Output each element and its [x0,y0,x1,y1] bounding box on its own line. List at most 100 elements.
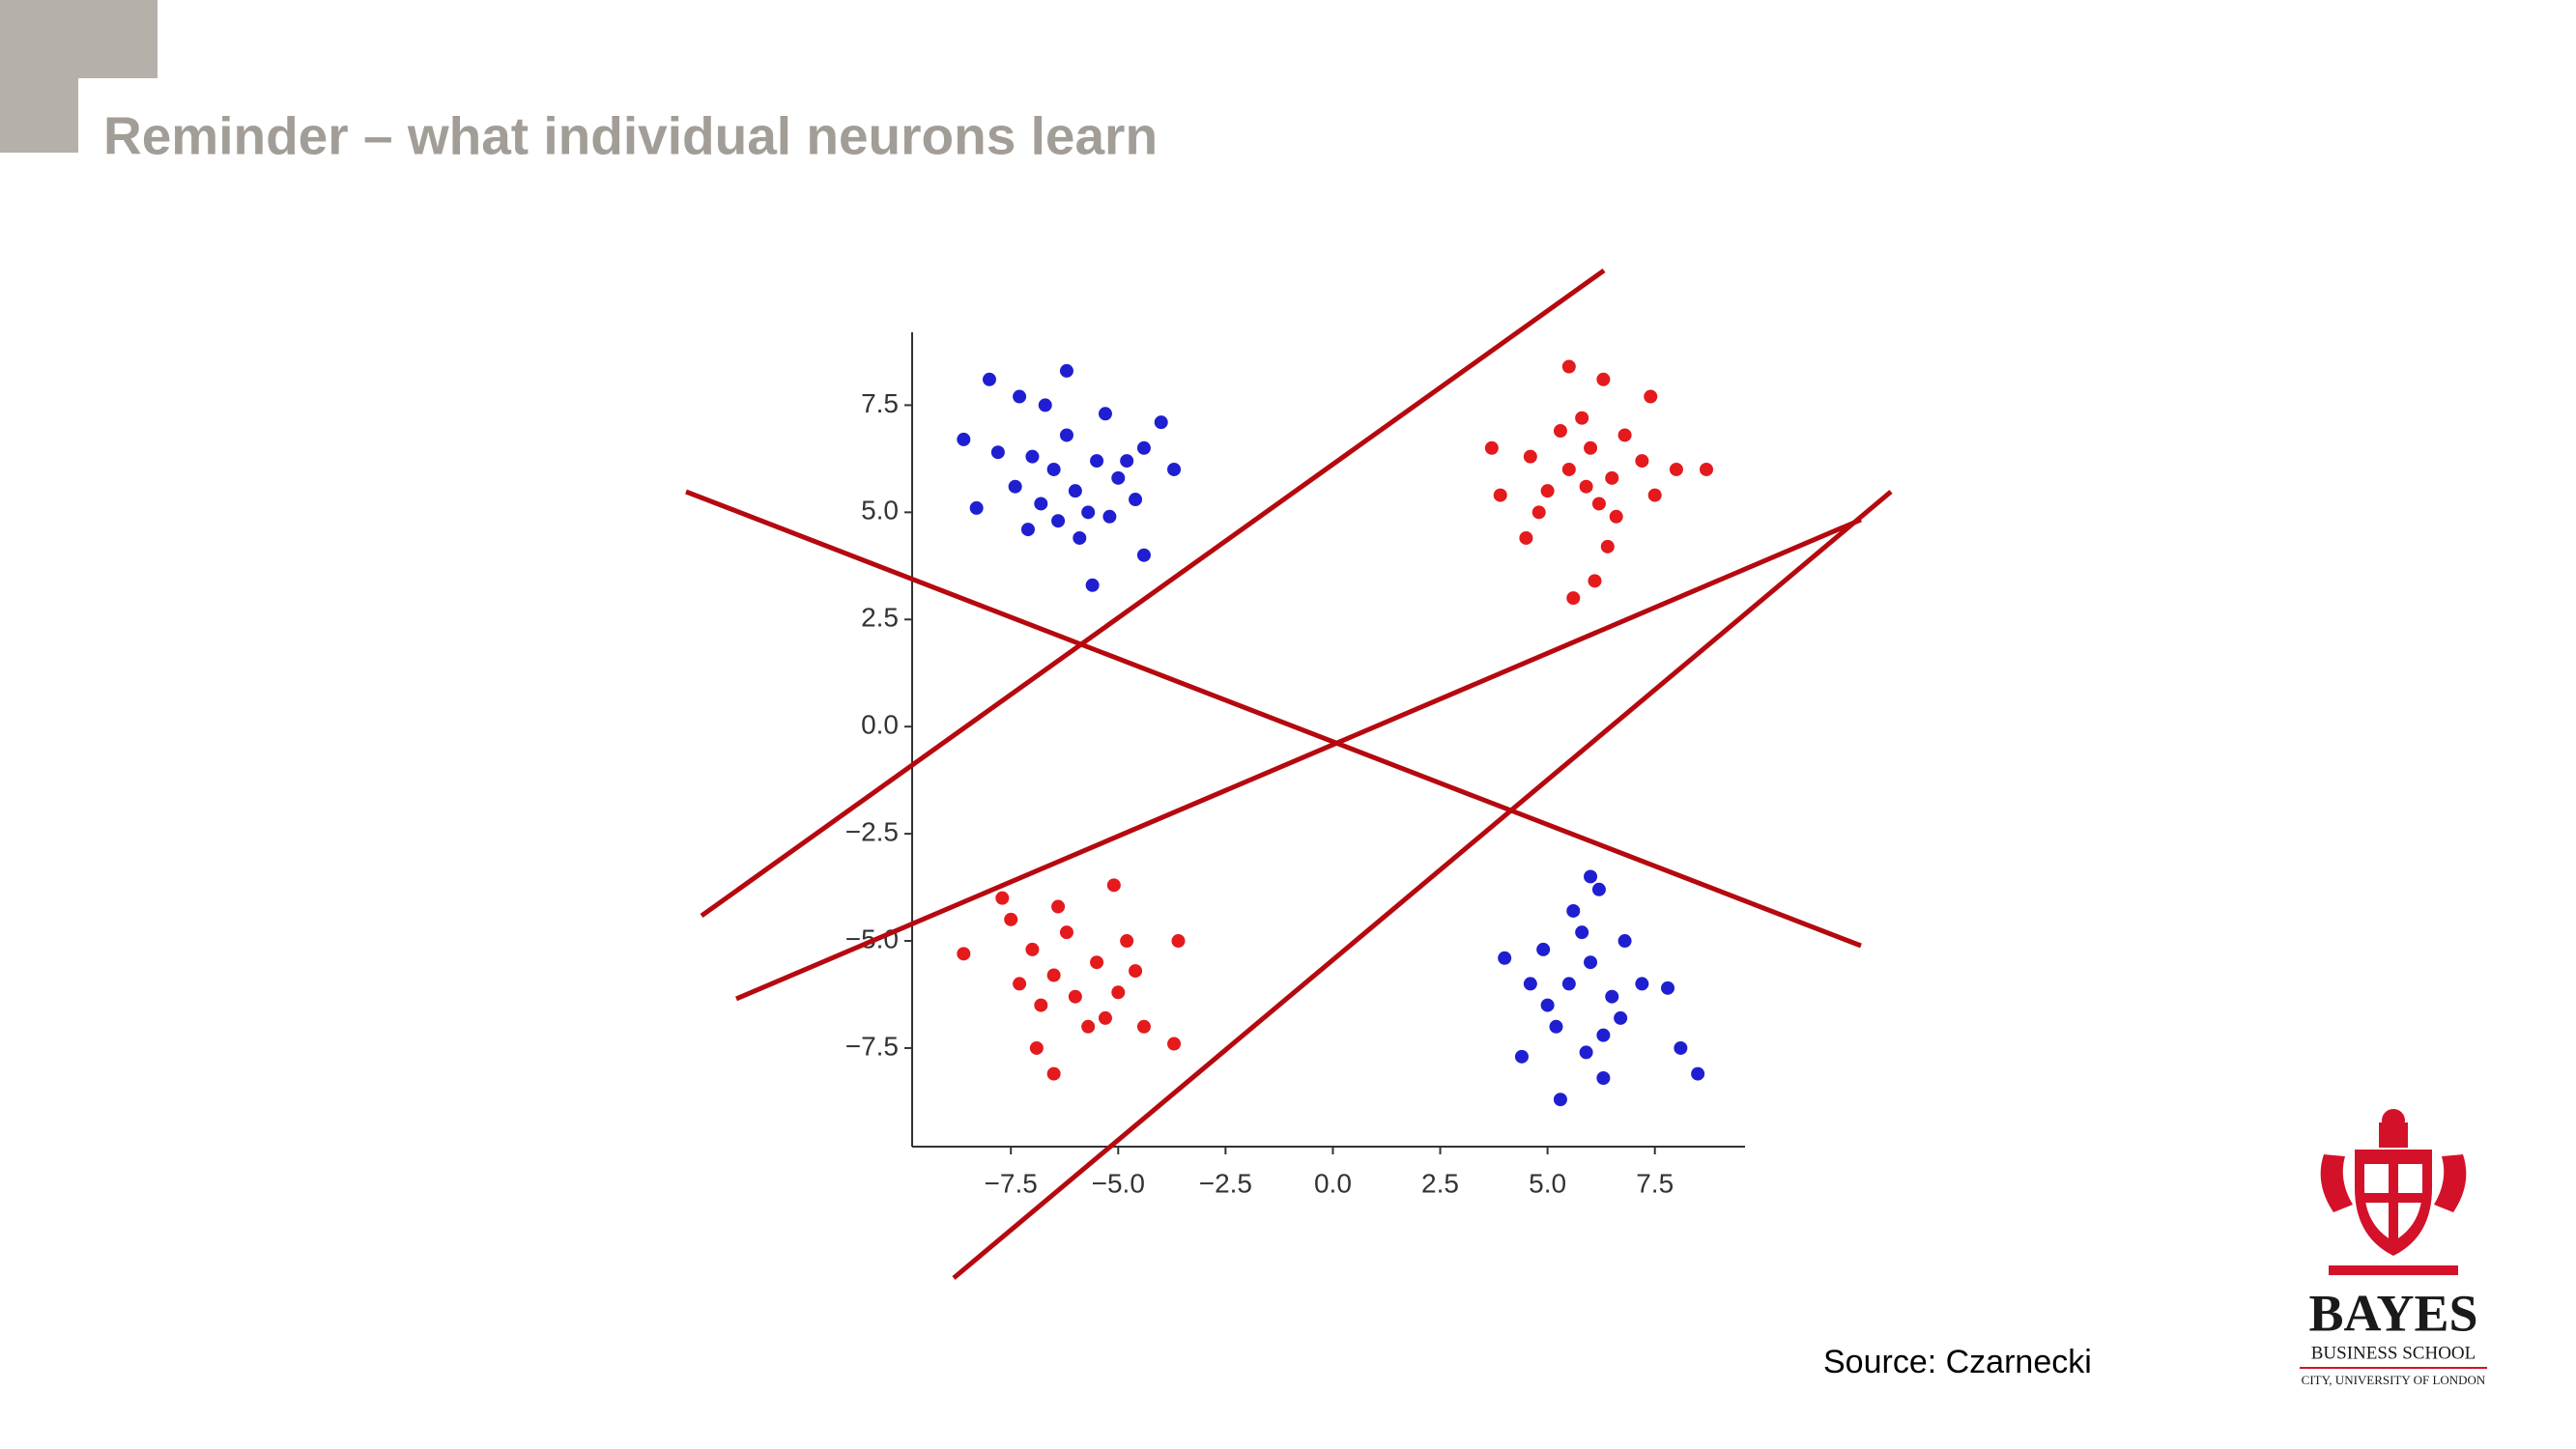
point [1023,940,1042,958]
point [1152,413,1170,432]
point [1482,439,1501,457]
point [1023,447,1042,466]
point [1573,409,1591,427]
decision-lines [685,268,1893,1280]
point [1573,923,1591,942]
point [1066,482,1084,500]
point [1109,469,1128,487]
corner-decoration [0,0,78,153]
point [1011,387,1029,406]
point [1560,357,1578,376]
point [1547,1017,1565,1036]
point [1577,477,1595,496]
point [1032,495,1050,513]
point [980,370,998,388]
point [1534,940,1553,958]
point [1118,452,1136,470]
point [1088,953,1106,972]
point [1603,469,1621,487]
point [1577,1043,1595,1062]
decision-line [735,517,1862,1002]
point [1057,361,1075,380]
point [1582,953,1600,972]
y-tick-label: 5.0 [861,496,899,526]
point [1496,949,1514,967]
logo-university: CITY, UNIVERSITY OF LONDON [2302,1373,2486,1387]
point [1134,439,1153,457]
point [1491,486,1509,504]
point [1045,460,1063,478]
point [1667,460,1685,478]
point [1104,876,1123,895]
point [1165,460,1184,478]
point [1551,1091,1569,1109]
point [1169,932,1188,951]
point [1646,486,1664,504]
point [1011,975,1029,993]
point [1096,1009,1114,1027]
scatter-chart: −7.5−5.0−2.50.02.55.07.5−7.5−5.0−2.50.02… [845,332,1745,1198]
point [1521,975,1539,993]
point [1002,910,1020,928]
point [1096,405,1114,423]
point [1127,962,1145,980]
source-note: Source: Czarnecki [1823,1344,2092,1380]
point [1633,975,1651,993]
point [1633,452,1651,470]
y-tick-label: 7.5 [861,388,899,418]
point [1598,537,1617,555]
logo-school: BUSINESS SCHOOL [2311,1343,2476,1363]
point [955,430,973,448]
point [1134,546,1153,564]
slide-title: Reminder – what individual neurons learn [103,106,1158,166]
point [1564,901,1583,920]
point [1538,996,1557,1014]
point [1530,503,1548,522]
point [1589,880,1608,898]
point [993,889,1012,907]
point [1594,1026,1613,1044]
x-tick-label: −5.0 [1092,1168,1145,1198]
point [1594,370,1613,388]
y-tick-label: −2.5 [845,817,899,847]
point [1659,979,1677,997]
point [1589,495,1608,513]
point [1057,923,1075,942]
point [1672,1038,1690,1057]
point [1045,1065,1063,1083]
y-tick-label: 0.0 [861,710,899,740]
point [1006,477,1024,496]
point [1560,975,1578,993]
x-tick-label: 7.5 [1636,1168,1674,1198]
x-tick-label: 5.0 [1529,1168,1566,1198]
decision-line [952,490,1893,1280]
point [1127,491,1145,509]
point [1049,897,1068,916]
point [1066,987,1084,1006]
logo-cross [2364,1164,2422,1241]
point [1521,447,1539,466]
point [1512,1047,1531,1065]
point [955,945,973,963]
point [1027,1038,1045,1057]
point [1134,1017,1153,1036]
point [1165,1035,1184,1053]
point [1045,966,1063,984]
y-tick-label: −7.5 [845,1031,899,1061]
point [1560,460,1578,478]
decision-line [685,489,1862,949]
point [1551,422,1569,440]
point [1689,1065,1707,1083]
point [1079,1017,1098,1036]
point [1538,482,1557,500]
logo: BAYES BUSINESS SCHOOL CITY, UNIVERSITY O… [2300,1109,2487,1387]
point [1036,396,1054,414]
logo-name: BAYES [2308,1284,2477,1342]
point [1607,507,1625,526]
point [1088,452,1106,470]
x-tick-label: 0.0 [1314,1168,1352,1198]
point [1594,1069,1613,1088]
point [1586,572,1604,590]
point [1564,589,1583,608]
